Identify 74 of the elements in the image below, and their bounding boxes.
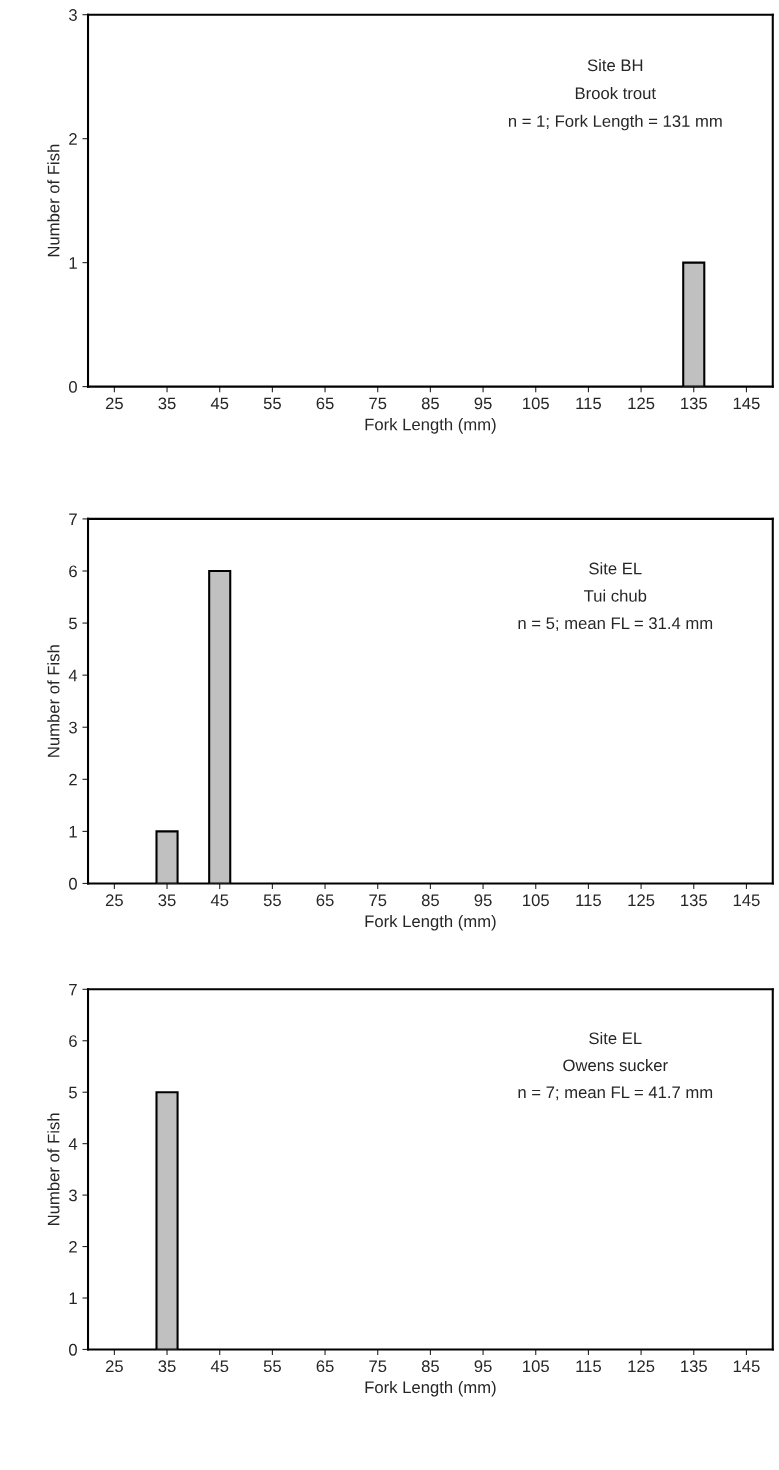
annotation: Site BH — [587, 59, 643, 72]
x-axis-title: Fork Length (mm) — [365, 418, 496, 434]
x-tick-label: 135 — [681, 894, 707, 907]
x-tick-label: 65 — [316, 1360, 334, 1373]
y-tick-label: 2 — [69, 133, 77, 145]
x-tick-label: 85 — [421, 397, 439, 410]
annotation: n = 1; Fork Length = 131 mm — [508, 114, 722, 131]
y-tick-label: 1 — [69, 1292, 77, 1305]
y-tick-label: 7 — [69, 983, 77, 996]
x-tick-label: 115 — [576, 894, 602, 907]
annotation: Tui chub — [584, 589, 647, 602]
y-tick-label: 0 — [68, 877, 77, 890]
x-tick-label: 35 — [158, 397, 176, 410]
y-tick-label: 2 — [69, 773, 77, 786]
x-tick-label: 25 — [105, 1360, 123, 1373]
x-tick-label: 85 — [421, 894, 439, 907]
x-tick-label: 35 — [158, 894, 176, 907]
x-axis-title: Fork Length (mm) — [365, 1380, 496, 1397]
x-tick-label: 145 — [733, 397, 760, 410]
y-tick-label: 1 — [69, 825, 77, 838]
x-tick-label: 35 — [158, 1360, 176, 1373]
x-tick-label: 75 — [369, 1360, 387, 1373]
x-tick-label: 115 — [576, 397, 602, 410]
x-tick-label: 45 — [210, 894, 229, 907]
y-tick-label: 2 — [69, 1240, 77, 1253]
y-tick-label: 5 — [69, 617, 77, 630]
x-tick-label: 55 — [263, 1360, 281, 1373]
x-tick-label: 55 — [263, 894, 281, 907]
x-tick-label: 105 — [523, 894, 549, 907]
x-tick-label: 45 — [210, 1360, 229, 1373]
x-tick-label: 45 — [210, 397, 229, 410]
y-tick-label: 7 — [69, 513, 77, 525]
y-tick-label: 3 — [68, 721, 77, 734]
y-tick-label: 0 — [68, 1343, 77, 1356]
x-tick-label: 105 — [523, 397, 549, 410]
x-tick-label: 65 — [316, 894, 334, 907]
annotation: Owens sucker — [563, 1058, 668, 1072]
annotation: Site EL — [589, 562, 642, 575]
x-tick-label: 25 — [105, 894, 123, 907]
x-tick-label: 115 — [576, 1360, 602, 1373]
x-tick-label: 125 — [628, 894, 655, 907]
y-tick-label: 4 — [68, 669, 78, 682]
x-tick-label: 125 — [628, 397, 655, 410]
y-tick-label: 3 — [68, 1189, 77, 1202]
y-tick-label: 5 — [69, 1086, 77, 1099]
x-tick-label: 135 — [681, 1360, 707, 1373]
y-axis-title: Number of Fish — [47, 645, 60, 757]
y-tick-label: 0 — [68, 381, 77, 393]
x-tick-label: 145 — [733, 1360, 760, 1373]
x-tick-label: 135 — [681, 397, 707, 410]
y-axis-title: Number of Fish — [47, 1113, 60, 1225]
annotation: n = 5; mean FL = 31.4 mm — [518, 617, 713, 632]
y-tick-label: 6 — [69, 1035, 77, 1047]
y-tick-label: 3 — [68, 9, 77, 21]
x-tick-label: 125 — [628, 1360, 655, 1373]
x-tick-label: 85 — [421, 1360, 439, 1373]
x-tick-label: 75 — [369, 397, 387, 410]
y-tick-label: 6 — [69, 565, 77, 578]
x-tick-label: 55 — [263, 397, 281, 410]
x-axis-title: Fork Length (mm) — [365, 914, 496, 931]
x-tick-label: 95 — [474, 397, 492, 410]
y-tick-label: 4 — [68, 1138, 78, 1150]
annotation: n = 7; mean FL = 41.7 mm — [518, 1086, 713, 1101]
y-tick-label: 1 — [69, 257, 77, 269]
x-tick-label: 65 — [316, 397, 334, 410]
x-tick-label: 95 — [474, 894, 492, 907]
annotation: Site EL — [589, 1031, 642, 1045]
x-tick-label: 145 — [733, 894, 760, 907]
x-tick-label: 95 — [474, 1360, 492, 1373]
x-tick-label: 25 — [105, 397, 123, 410]
annotation: Brook trout — [575, 86, 656, 100]
x-tick-label: 75 — [369, 894, 387, 907]
x-tick-label: 105 — [523, 1360, 549, 1373]
y-axis-title: Number of Fish — [47, 144, 60, 257]
